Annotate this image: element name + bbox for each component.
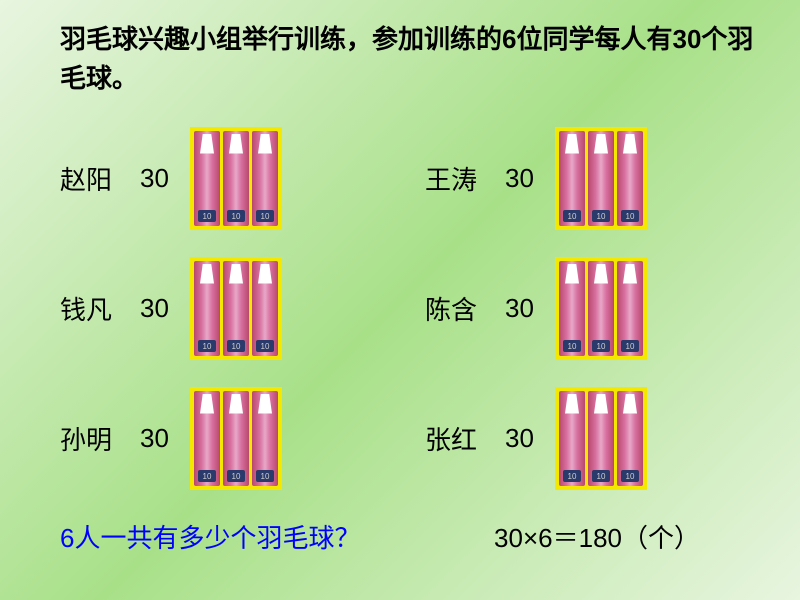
student-count: 30 [140, 293, 190, 324]
tube-label: 10 [597, 472, 606, 481]
student-count: 30 [140, 163, 190, 194]
shuttlecock-tube-icon: 10 [252, 261, 278, 356]
tubes-group: 10 10 10 [190, 257, 282, 360]
shuttlecock-tube-icon: 10 [223, 391, 249, 486]
question-text: 6人一共有多少个羽毛球？ [60, 518, 360, 555]
shuttlecock-tube-icon: 10 [588, 391, 614, 486]
tubes-group: 10 10 10 [190, 387, 282, 490]
tube-label: 10 [626, 472, 635, 481]
tubes-group: 10 10 10 [555, 257, 647, 360]
tube-label: 10 [597, 342, 606, 351]
student-name: 钱凡 [60, 290, 140, 327]
tube-label: 10 [568, 342, 577, 351]
student-row: 张红 30 10 10 10 [425, 378, 760, 498]
tube-label: 10 [568, 472, 577, 481]
student-name: 张红 [425, 420, 505, 457]
tube-label: 10 [203, 212, 212, 221]
problem-statement: 羽毛球兴趣小组举行训练，参加训练的6位同学每人有30个羽毛球。 [0, 0, 800, 108]
student-name: 孙明 [60, 420, 140, 457]
tube-label: 10 [232, 212, 241, 221]
tube-label: 10 [203, 342, 212, 351]
student-row: 王涛 30 10 10 10 [425, 118, 760, 238]
student-row: 陈含 30 10 10 10 [425, 248, 760, 368]
student-name: 陈含 [425, 290, 505, 327]
tube-label: 10 [203, 472, 212, 481]
student-count: 30 [505, 163, 555, 194]
student-count: 30 [140, 423, 190, 454]
tube-label: 10 [626, 212, 635, 221]
tubes-group: 10 10 10 [190, 127, 282, 230]
tube-label: 10 [232, 472, 241, 481]
title-num-1: 6 [502, 24, 516, 54]
shuttlecock-tube-icon: 10 [617, 131, 643, 226]
shuttlecock-tube-icon: 10 [588, 261, 614, 356]
shuttlecock-tube-icon: 10 [223, 131, 249, 226]
shuttlecock-tube-icon: 10 [223, 261, 249, 356]
tube-label: 10 [568, 212, 577, 221]
shuttlecock-tube-icon: 10 [252, 391, 278, 486]
shuttlecock-tube-icon: 10 [559, 131, 585, 226]
student-row: 孙明 30 10 10 10 [60, 378, 395, 498]
tube-label: 10 [261, 342, 270, 351]
tube-label: 10 [261, 212, 270, 221]
student-name: 王涛 [425, 160, 505, 197]
tube-label: 10 [626, 342, 635, 351]
tube-label: 10 [597, 212, 606, 221]
shuttlecock-tube-icon: 10 [559, 391, 585, 486]
shuttlecock-tube-icon: 10 [617, 391, 643, 486]
student-count: 30 [505, 423, 555, 454]
students-grid: 赵阳 30 10 10 10 王涛 30 10 10 10 钱凡 30 10 1… [0, 108, 800, 498]
tube-label: 10 [232, 342, 241, 351]
student-name: 赵阳 [60, 160, 140, 197]
shuttlecock-tube-icon: 10 [194, 131, 220, 226]
shuttlecock-tube-icon: 10 [617, 261, 643, 356]
bottom-row: 6人一共有多少个羽毛球？ 30×6＝180（个） [0, 498, 800, 555]
student-row: 钱凡 30 10 10 10 [60, 248, 395, 368]
student-count: 30 [505, 293, 555, 324]
shuttlecock-tube-icon: 10 [588, 131, 614, 226]
tubes-group: 10 10 10 [555, 127, 647, 230]
title-num-2: 30 [673, 24, 702, 54]
tube-label: 10 [261, 472, 270, 481]
shuttlecock-tube-icon: 10 [194, 261, 220, 356]
shuttlecock-tube-icon: 10 [194, 391, 220, 486]
tubes-group: 10 10 10 [555, 387, 647, 490]
answer-text: 30×6＝180（个） [494, 518, 760, 555]
shuttlecock-tube-icon: 10 [559, 261, 585, 356]
shuttlecock-tube-icon: 10 [252, 131, 278, 226]
student-row: 赵阳 30 10 10 10 [60, 118, 395, 238]
title-text-2: 位同学每人有 [516, 24, 672, 54]
title-text-1: 羽毛球兴趣小组举行训练，参加训练的 [60, 24, 502, 54]
